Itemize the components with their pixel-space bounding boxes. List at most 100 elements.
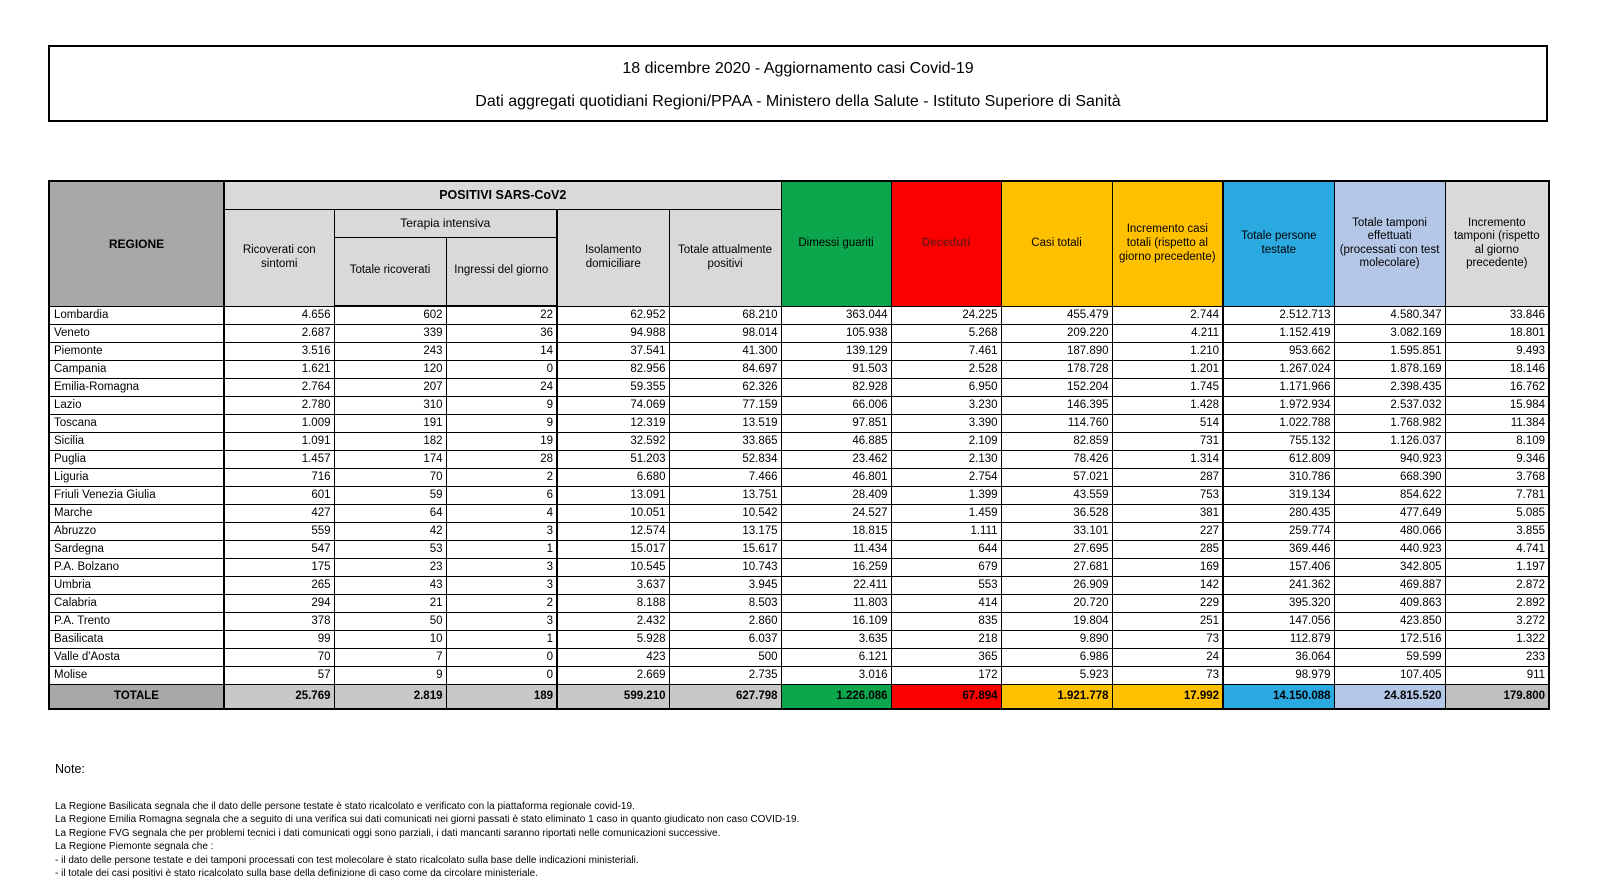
value-cell: 57	[223, 665, 335, 685]
value-cell: 2.528	[890, 359, 1002, 379]
value-cell: 10.545	[556, 557, 670, 577]
value-cell: 3.230	[890, 395, 1002, 415]
value-cell: 82.928	[780, 377, 892, 397]
value-cell: 423	[556, 647, 670, 667]
value-cell: 59.599	[1333, 647, 1446, 667]
value-cell: 280.435	[1222, 503, 1335, 523]
value-cell: 940.923	[1333, 449, 1446, 469]
value-cell: 3.855	[1444, 521, 1550, 541]
value-cell: 10	[333, 629, 447, 649]
region-name-cell: P.A. Trento	[48, 611, 225, 631]
value-cell: 37.541	[556, 341, 670, 361]
table-row: Lazio 2.780 310 9 74.069 77.159 66.006 3.230 146…	[48, 395, 1550, 415]
value-cell: 15.017	[556, 539, 670, 559]
value-cell: 365	[890, 647, 1002, 667]
value-cell: 310	[333, 395, 447, 415]
note-line: La Regione FVG segnala che per problemi …	[55, 827, 721, 839]
value-cell: 1.459	[890, 503, 1002, 523]
value-cell: 2	[445, 593, 558, 613]
value-cell: 146.395	[1000, 395, 1113, 415]
value-cell: 98.979	[1222, 665, 1335, 685]
value-cell: 3.516	[223, 341, 335, 361]
column-header-dimessi-guariti: Dimessi guariti	[780, 180, 892, 307]
notes-list: La Regione Basilicata segnala che il dat…	[55, 800, 1455, 880]
value-cell: 94.988	[556, 323, 670, 343]
column-group-terapia-intensiva: Terapia intensiva	[333, 208, 558, 238]
value-cell: 0	[445, 359, 558, 379]
value-cell: 2	[445, 467, 558, 487]
column-header-ricoverati: Ricoverati con sintomi	[223, 208, 335, 307]
column-header-isolamento: Isolamento domiciliare	[556, 208, 670, 307]
value-cell: 6.121	[780, 647, 892, 667]
value-cell: 1.197	[1444, 557, 1550, 577]
value-cell: 182	[333, 431, 447, 451]
region-name-cell: Basilicata	[48, 629, 225, 649]
value-cell: 3.272	[1444, 611, 1550, 631]
value-cell: 1.399	[890, 485, 1002, 505]
value-cell: 5.923	[1000, 665, 1113, 685]
value-cell: 11.434	[780, 539, 892, 559]
value-cell: 147.056	[1222, 611, 1335, 631]
value-cell: 339	[333, 323, 447, 343]
value-cell: 178.728	[1000, 359, 1113, 379]
value-cell: 19	[445, 431, 558, 451]
value-cell: 152.204	[1000, 377, 1113, 397]
region-name-cell: Lazio	[48, 395, 225, 415]
value-cell: 3.945	[668, 575, 782, 595]
column-group-positivi: POSITIVI SARS-CoV2	[223, 180, 782, 210]
value-cell: 24.527	[780, 503, 892, 523]
value-cell: 427	[223, 503, 335, 523]
region-name-cell: Abruzzo	[48, 521, 225, 541]
table-row: Calabria 294 21 2 8.188 8.503 11.803 414 20.720 2…	[48, 593, 1550, 613]
value-cell: 7	[333, 647, 447, 667]
report-title: 18 dicembre 2020 - Aggiornamento casi Co…	[622, 60, 974, 77]
value-cell: 1.314	[1111, 449, 1224, 469]
column-header-incremento-casi: Incremento casi totali (rispetto al gior…	[1111, 180, 1224, 307]
value-cell: 11.384	[1444, 413, 1550, 433]
value-cell: 602	[333, 305, 447, 325]
value-cell: 2.744	[1111, 305, 1224, 325]
value-cell: 13.091	[556, 485, 670, 505]
value-cell: 414	[890, 593, 1002, 613]
value-cell: 172.516	[1333, 629, 1446, 649]
value-cell: 469.887	[1333, 575, 1446, 595]
value-cell: 644	[890, 539, 1002, 559]
value-cell: 18.146	[1444, 359, 1550, 379]
value-cell: 679	[890, 557, 1002, 577]
value-cell: 36.528	[1000, 503, 1113, 523]
value-cell: 10.051	[556, 503, 670, 523]
value-cell: 52.834	[668, 449, 782, 469]
value-cell: 2.398.435	[1333, 377, 1446, 397]
table-row: Valle d'Aosta 70 7 0 423 500 6.121 365 6.986 24 36…	[48, 647, 1550, 667]
column-header-incremento-tamponi: Incremento tamponi (rispetto al giorno p…	[1444, 180, 1550, 307]
value-cell: 378	[223, 611, 335, 631]
value-cell: 7.466	[668, 467, 782, 487]
value-cell: 2.754	[890, 467, 1002, 487]
value-cell: 668.390	[1333, 467, 1446, 487]
value-cell: 105.938	[780, 323, 892, 343]
note-line: - il totale dei casi positivi è stato ri…	[55, 868, 539, 880]
value-cell: 12.319	[556, 413, 670, 433]
value-cell: 4.741	[1444, 539, 1550, 559]
value-cell: 1.201	[1111, 359, 1224, 379]
value-cell: 731	[1111, 431, 1224, 451]
value-cell: 33.846	[1444, 305, 1550, 325]
value-cell: 3	[445, 575, 558, 595]
value-cell: 1.022.788	[1222, 413, 1335, 433]
value-cell: 51.203	[556, 449, 670, 469]
value-cell: 3.768	[1444, 467, 1550, 487]
value-cell: 854.622	[1333, 485, 1446, 505]
value-cell: 3.635	[780, 629, 892, 649]
value-cell: 8.188	[556, 593, 670, 613]
table-row: Abruzzo 559 42 3 12.574 13.175 18.815 1.111 33.1…	[48, 521, 1550, 541]
value-cell: 251	[1111, 611, 1224, 631]
value-cell: 6	[445, 485, 558, 505]
value-cell: 27.681	[1000, 557, 1113, 577]
value-cell: 13.519	[668, 413, 782, 433]
table-row: Friuli Venezia Giulia 601 59 6 13.091 13.751 2…	[48, 485, 1550, 505]
value-cell: 612.809	[1222, 449, 1335, 469]
column-header-attualmente-positivi: Totale attualmente positivi	[668, 208, 782, 307]
value-cell: 97.851	[780, 413, 892, 433]
value-cell: 1.009	[223, 413, 335, 433]
value-cell: 2.130	[890, 449, 1002, 469]
